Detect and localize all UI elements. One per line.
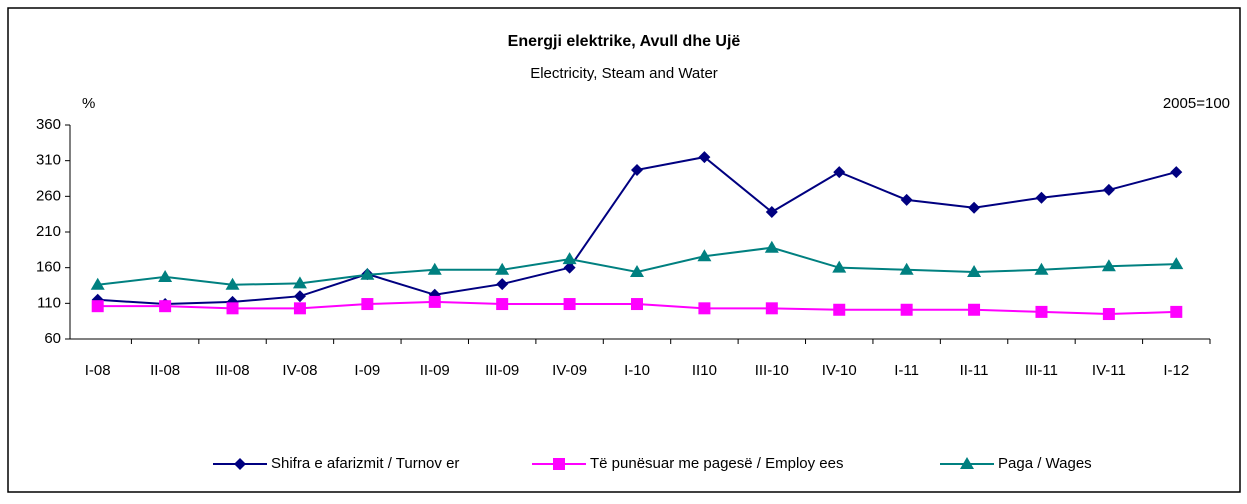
data-point [1102, 308, 1115, 321]
data-point [91, 300, 104, 313]
data-point [968, 201, 981, 214]
data-point [292, 276, 307, 289]
x-tick-label: IV-11 [1092, 362, 1126, 379]
data-point [900, 193, 913, 206]
data-point [563, 261, 576, 274]
data-point [495, 262, 510, 275]
x-tick-label: II10 [692, 362, 717, 379]
legend-marker [234, 458, 246, 470]
data-point [832, 260, 847, 273]
data-point [1101, 259, 1116, 272]
data-point [562, 252, 577, 265]
data-point [293, 290, 306, 303]
data-point [563, 298, 576, 311]
x-tick-label: II-08 [150, 362, 180, 379]
x-tick-label: I-10 [624, 362, 650, 379]
data-point [1170, 166, 1183, 179]
y-tick-label: 310 [36, 152, 61, 169]
x-tick-label: III-10 [755, 362, 789, 379]
data-point [765, 302, 778, 315]
x-tick-label: IV-09 [552, 362, 587, 379]
data-point [630, 264, 644, 277]
x-tick-label: IV-08 [282, 362, 317, 379]
y-axis-label: % [82, 95, 95, 112]
y-tick-label: 260 [36, 187, 61, 204]
x-tick-label: I-12 [1163, 362, 1189, 379]
y-tick-label: 210 [36, 223, 61, 240]
chart-border [7, 7, 1241, 493]
data-point [428, 295, 441, 308]
legend-label: Paga / Wages [998, 455, 1092, 472]
data-point [1102, 183, 1115, 196]
y-tick-label: 160 [36, 259, 61, 276]
data-point [765, 206, 778, 219]
data-point [225, 277, 240, 290]
y-tick-label: 360 [36, 116, 61, 133]
data-point [1035, 191, 1048, 204]
x-tick-label: III-08 [215, 362, 249, 379]
data-point [1034, 262, 1049, 275]
x-tick-label: IV-10 [822, 362, 857, 379]
data-point [697, 249, 712, 262]
data-point [698, 302, 711, 315]
y-tick-label: 60 [44, 330, 61, 347]
data-point [899, 262, 914, 275]
data-point [631, 163, 643, 176]
legend-label: Të punësuar me pagesë / Employ ees [590, 455, 843, 472]
x-tick-label: I-11 [894, 362, 919, 379]
data-point [967, 264, 982, 277]
data-point [496, 278, 509, 291]
x-tick-label: I-09 [354, 362, 380, 379]
data-point [159, 300, 172, 313]
data-point [698, 151, 711, 164]
data-point [833, 166, 846, 179]
x-tick-label: II-11 [960, 362, 989, 379]
data-point [900, 303, 913, 316]
annotation: 2005=100 [1163, 95, 1230, 112]
legend-marker [960, 457, 974, 469]
data-point [1035, 305, 1048, 318]
legend-marker [553, 458, 565, 470]
data-point [90, 277, 105, 290]
data-point [833, 303, 846, 316]
chart-subtitle: Electricity, Steam and Water [530, 65, 718, 82]
x-tick-label: III-11 [1025, 362, 1058, 379]
data-point [764, 240, 779, 253]
x-tick-label: II-09 [420, 362, 450, 379]
data-point [360, 267, 375, 280]
data-point [226, 302, 239, 315]
data-point [293, 302, 306, 315]
legend-label: Shifra e afarizmit / Turnov er [271, 455, 459, 472]
chart-title: Energji elektrike, Avull dhe Ujë [508, 33, 741, 50]
data-point [968, 303, 981, 316]
x-tick-label: I-08 [85, 362, 111, 379]
data-point [496, 298, 509, 311]
data-point [631, 298, 643, 311]
data-point [1169, 257, 1184, 270]
y-tick-label: 110 [37, 294, 61, 311]
data-point [427, 262, 442, 275]
data-point [1170, 305, 1183, 318]
data-point [361, 298, 374, 311]
data-point [158, 269, 173, 282]
x-tick-label: III-09 [485, 362, 519, 379]
